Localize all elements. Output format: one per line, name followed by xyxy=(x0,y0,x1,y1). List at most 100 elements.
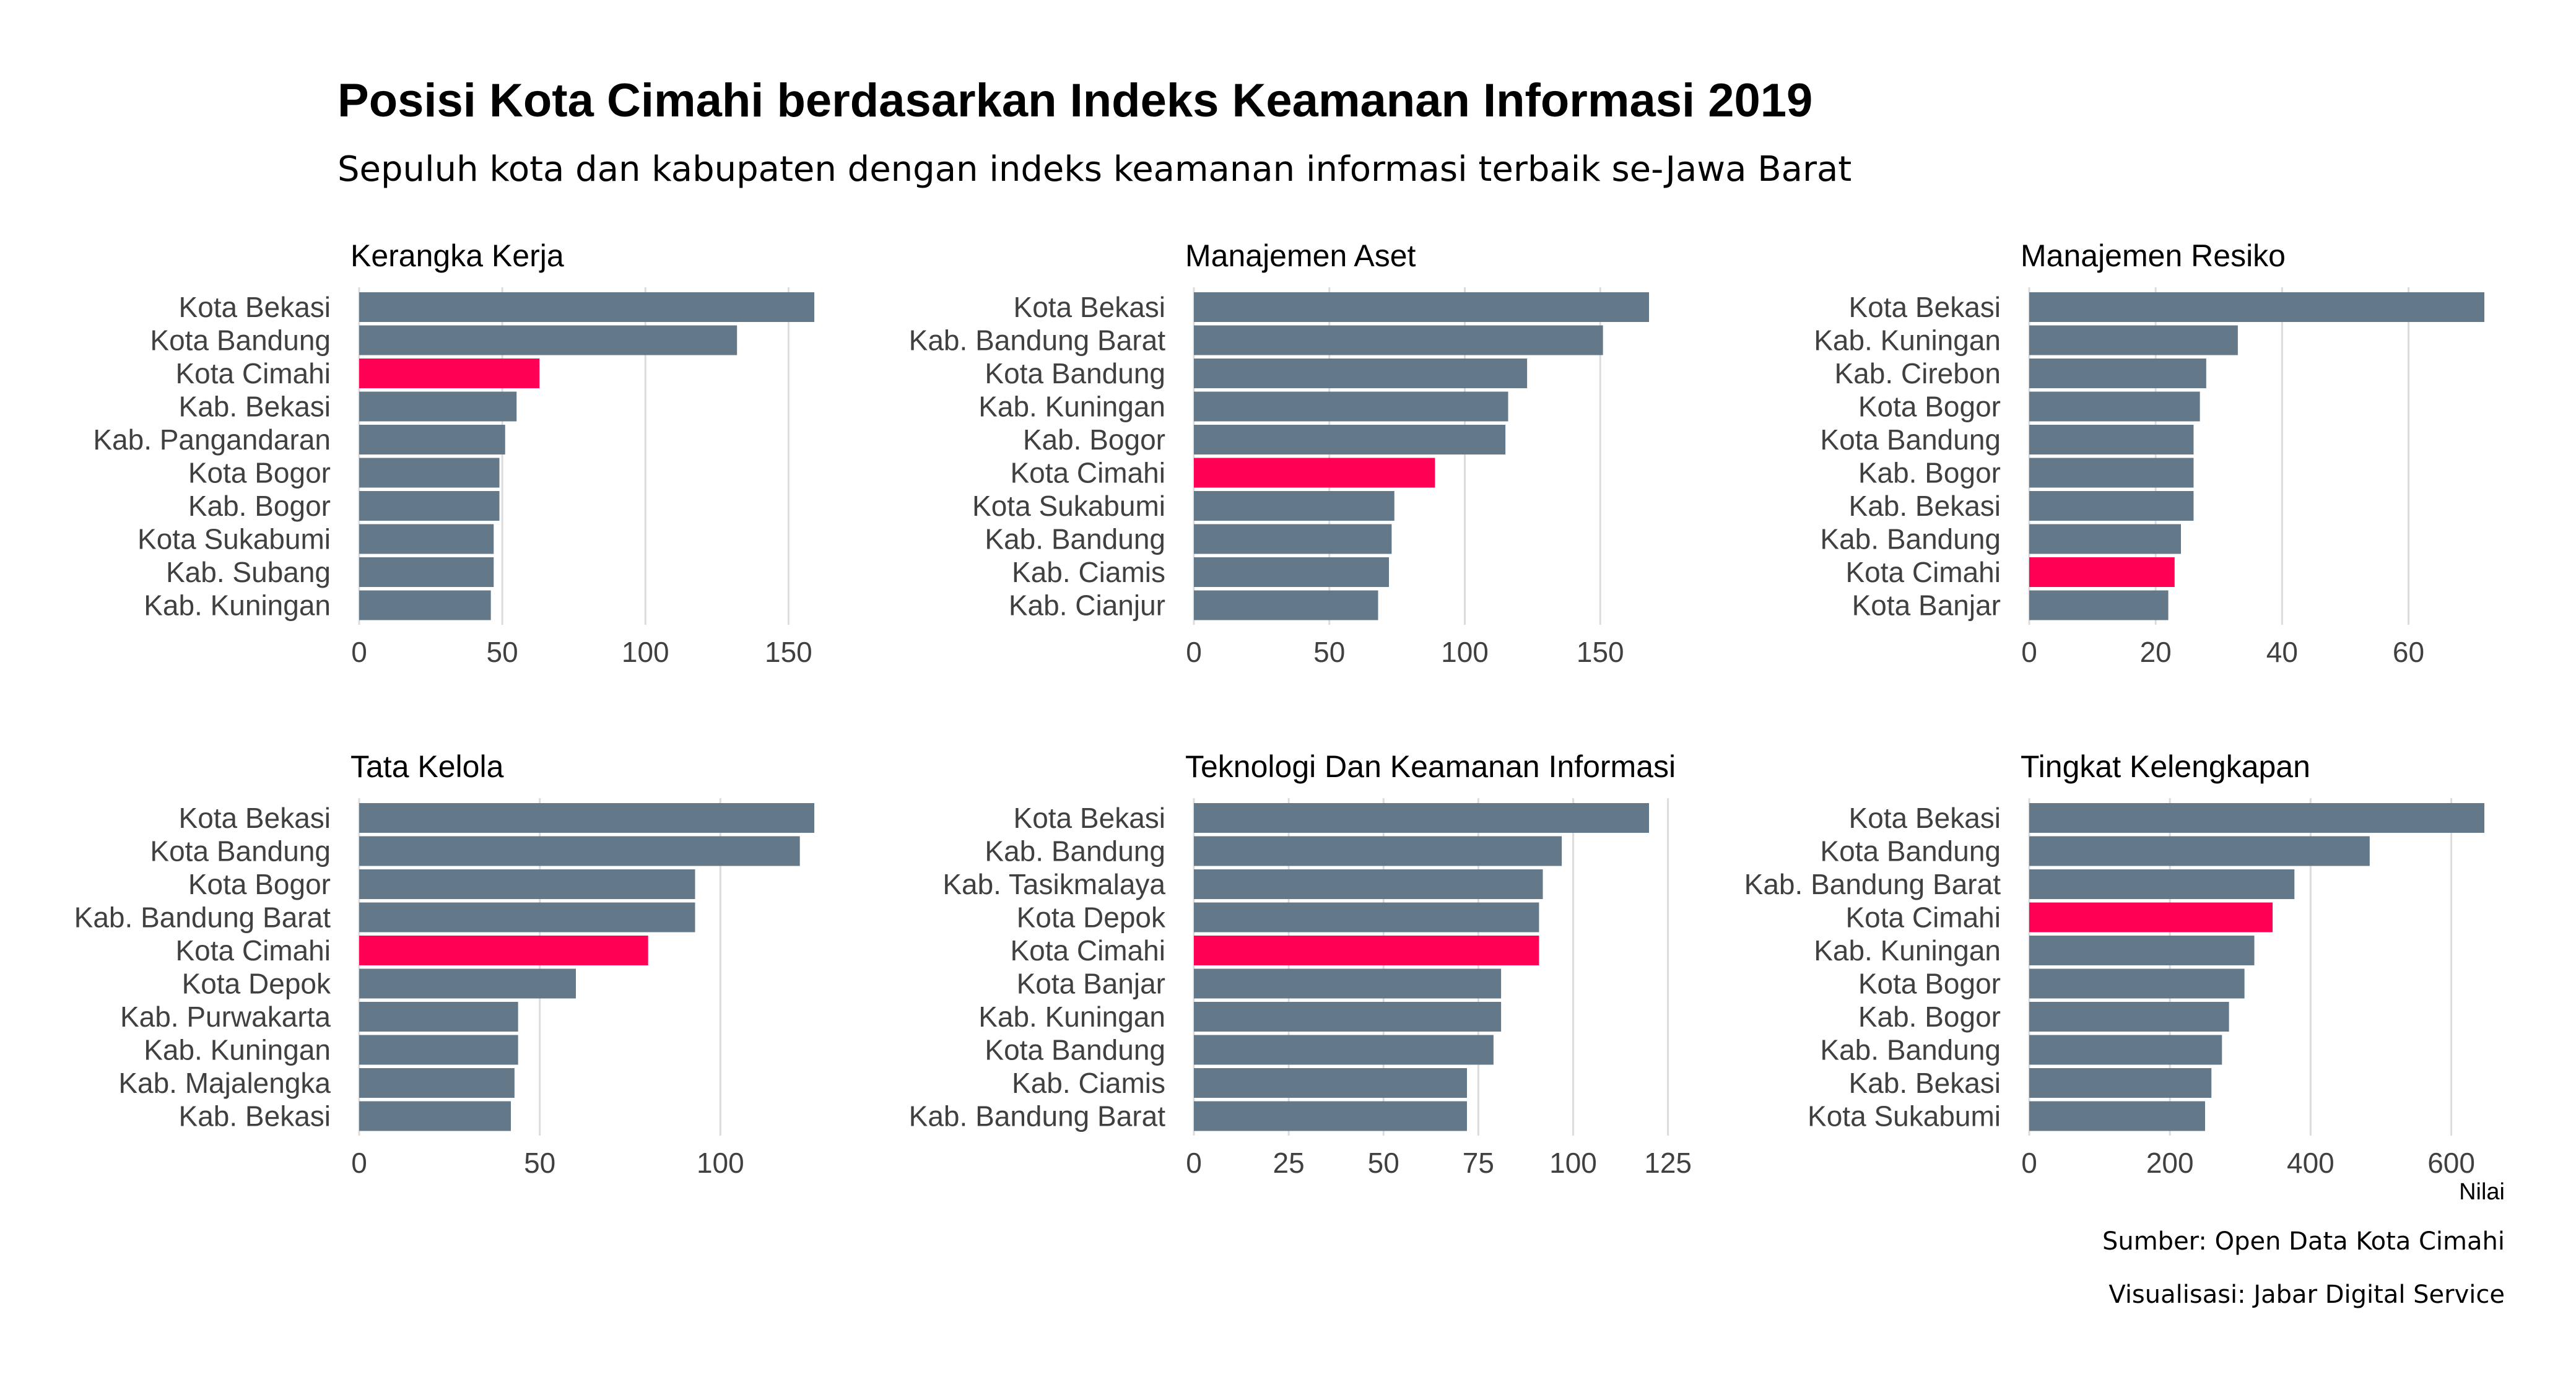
bar xyxy=(2029,590,2169,620)
category-label: Kota Bandung xyxy=(150,324,331,357)
category-label: Kota Sukabumi xyxy=(137,523,331,555)
bar xyxy=(359,902,695,933)
x-tick-label: 100 xyxy=(1441,636,1489,668)
category-label: Kab. Bandung Barat xyxy=(909,324,1166,357)
bar xyxy=(1194,557,1389,587)
bar xyxy=(2029,1101,2206,1131)
x-tick-label: 50 xyxy=(1313,636,1345,668)
category-label: Kota Bogor xyxy=(188,868,331,900)
bar xyxy=(2029,836,2370,866)
bar xyxy=(359,803,814,833)
category-label: Kab. Subang xyxy=(166,556,331,588)
category-label: Kab. Bogor xyxy=(1858,1001,2001,1033)
category-label: Kota Sukabumi xyxy=(1808,1100,2001,1133)
bar xyxy=(2029,1002,2229,1032)
x-tick-label: 0 xyxy=(351,636,367,668)
category-label: Kab. Bandung xyxy=(985,523,1165,555)
category-label: Kab. Pangandaran xyxy=(93,424,331,456)
category-label: Kota Bekasi xyxy=(179,291,331,323)
bar xyxy=(359,325,738,355)
bar xyxy=(1194,292,1649,322)
bar xyxy=(2029,359,2206,388)
bar xyxy=(1194,902,1539,933)
category-label: Kota Bandung xyxy=(1820,835,2001,867)
category-label: Kab. Cianjur xyxy=(1009,589,1165,622)
x-tick-label: 400 xyxy=(2287,1147,2334,1179)
chart-title: Posisi Kota Cimahi berdasarkan Indeks Ke… xyxy=(337,74,1812,127)
bar xyxy=(359,590,491,620)
x-tick-label: 75 xyxy=(1463,1147,1494,1179)
category-label: Kota Cimahi xyxy=(1845,902,2001,934)
bar xyxy=(1194,1035,1494,1065)
bar xyxy=(359,1101,511,1131)
category-label: Kota Sukabumi xyxy=(972,490,1165,522)
category-label: Kota Bekasi xyxy=(179,802,331,834)
bar xyxy=(2029,1068,2212,1098)
bar xyxy=(2029,425,2194,454)
bar xyxy=(359,391,517,422)
bar xyxy=(1194,391,1508,422)
category-label: Kab. Bandung xyxy=(1820,523,2001,555)
bar xyxy=(1194,425,1506,454)
bar xyxy=(2029,325,2238,355)
category-label: Kab. Bandung xyxy=(1820,1034,2001,1066)
bar xyxy=(2029,803,2484,833)
bar-highlight xyxy=(359,936,648,965)
category-label: Kota Cimahi xyxy=(1010,457,1165,489)
category-label: Kab. Kuningan xyxy=(978,391,1165,423)
x-tick-label: 200 xyxy=(2146,1147,2194,1179)
bar-highlight xyxy=(2029,557,2175,587)
x-axis-label: Nilai xyxy=(2459,1179,2505,1205)
category-label: Kab. Bandung Barat xyxy=(74,902,331,934)
bar xyxy=(2029,1035,2222,1065)
category-label: Kota Depok xyxy=(182,968,331,1000)
bar xyxy=(2029,968,2245,999)
x-tick-label: 40 xyxy=(2266,636,2298,668)
panel-title: Manajemen Aset xyxy=(1185,238,1416,273)
bar xyxy=(2029,869,2295,899)
x-tick-label: 25 xyxy=(1273,1147,1305,1179)
category-label: Kota Cimahi xyxy=(1845,556,2001,588)
panel-title: Tata Kelola xyxy=(350,749,504,784)
category-label: Kota Cimahi xyxy=(1010,934,1165,967)
chart-subtitle: Sepuluh kota dan kabupaten dengan indeks… xyxy=(337,149,1852,189)
bar xyxy=(1194,590,1378,620)
x-tick-label: 150 xyxy=(1577,636,1624,668)
category-label: Kab. Tasikmalaya xyxy=(942,868,1165,900)
bar xyxy=(1194,869,1543,899)
x-tick-label: 60 xyxy=(2393,636,2424,668)
bar xyxy=(1194,325,1603,355)
bar xyxy=(359,869,695,899)
category-label: Kab. Cirebon xyxy=(1835,357,2001,389)
category-label: Kota Banjar xyxy=(1017,968,1165,1000)
bar xyxy=(359,557,494,587)
bar xyxy=(359,1002,518,1032)
x-tick-label: 0 xyxy=(2021,636,2037,668)
category-label: Kota Bogor xyxy=(188,457,331,489)
x-tick-label: 600 xyxy=(2427,1147,2475,1179)
bar xyxy=(1194,1068,1467,1098)
panel-6: Tingkat Kelengkapan 0 200 400 600 Kota Bekasi… xyxy=(1744,749,2484,1179)
panel-title: Manajemen Resiko xyxy=(2021,238,2286,273)
category-label: Kota Bandung xyxy=(985,357,1165,389)
category-label: Kab. Purwakarta xyxy=(120,1001,331,1033)
panel-title: Tingkat Kelengkapan xyxy=(2021,749,2310,784)
bar xyxy=(2029,458,2194,488)
bar xyxy=(1194,359,1528,388)
category-label: Kab. Bandung xyxy=(985,835,1165,867)
bar xyxy=(1194,524,1392,554)
caption-source: Sumber: Open Data Kota Cimahi xyxy=(2102,1227,2505,1256)
x-tick-label: 125 xyxy=(1644,1147,1692,1179)
category-label: Kota Bogor xyxy=(1858,968,2001,1000)
bar xyxy=(1194,1002,1502,1032)
bar xyxy=(359,292,814,322)
x-tick-label: 50 xyxy=(524,1147,555,1179)
bar-highlight xyxy=(1194,458,1435,488)
x-tick-label: 0 xyxy=(351,1147,367,1179)
x-tick-label: 150 xyxy=(765,636,812,668)
category-label: Kab. Bekasi xyxy=(179,391,331,423)
